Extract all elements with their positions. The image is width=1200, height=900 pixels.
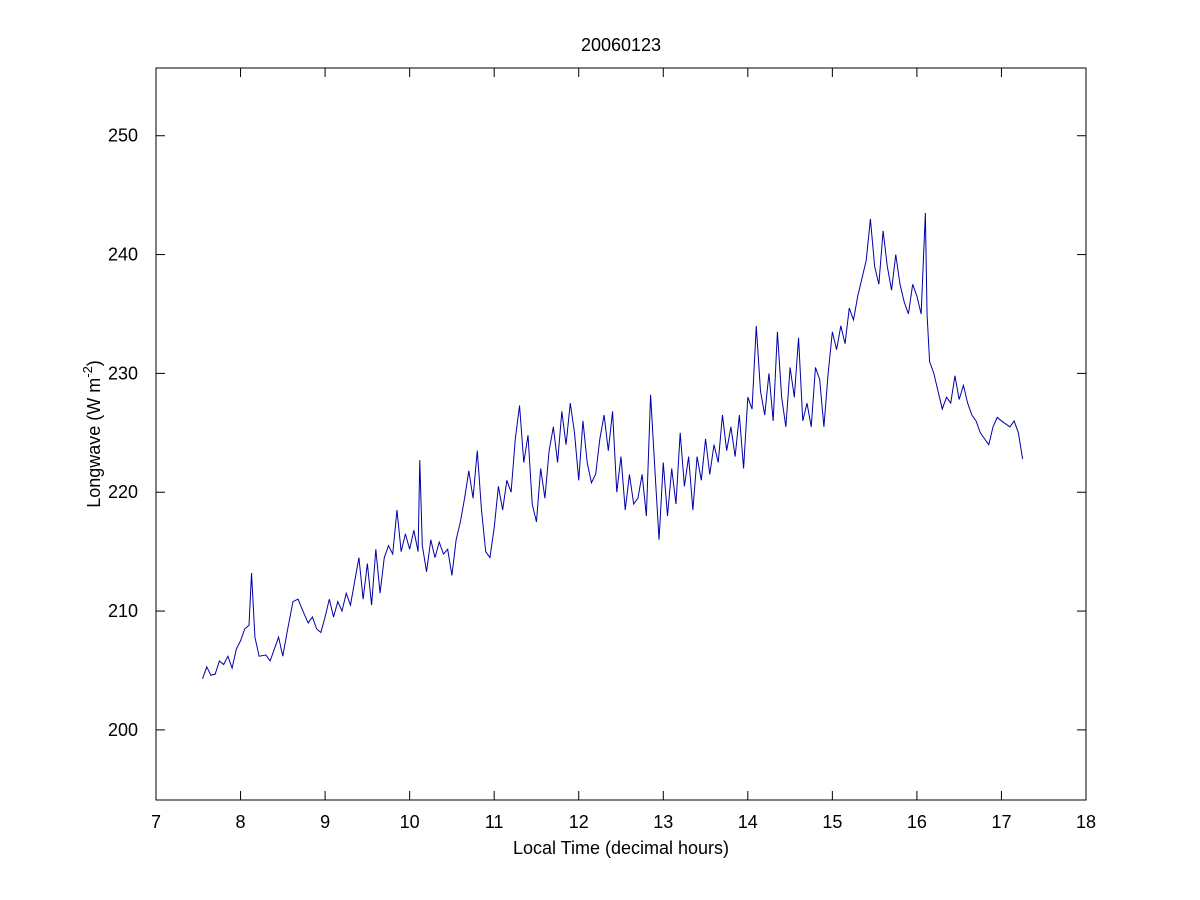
y-tick-label: 230 — [108, 363, 138, 383]
y-axis-label: Longwave (W m-2) — [80, 360, 104, 508]
x-tick-label: 17 — [991, 812, 1011, 832]
y-tick-label: 250 — [108, 126, 138, 146]
data-line — [202, 212, 1024, 679]
chart-title: 20060123 — [581, 35, 661, 55]
y-tick-label: 240 — [108, 245, 138, 265]
y-tick-label: 220 — [108, 482, 138, 502]
x-axis-label: Local Time (decimal hours) — [513, 838, 729, 858]
x-tick-label: 10 — [400, 812, 420, 832]
y-tick-label: 210 — [108, 601, 138, 621]
y-axis-label-text: Longwave (W m — [84, 378, 104, 508]
x-tick-label: 18 — [1076, 812, 1096, 832]
x-tick-label: 8 — [236, 812, 246, 832]
y-tick-label: 200 — [108, 720, 138, 740]
x-tick-label: 11 — [485, 812, 504, 832]
x-tick-label: 7 — [151, 812, 161, 832]
y-axis-label-superscript: -2 — [80, 366, 95, 378]
x-tick-label: 15 — [822, 812, 842, 832]
x-tick-label: 13 — [653, 812, 673, 832]
y-axis-label-suffix: ) — [84, 360, 104, 366]
axes-box — [155, 67, 1087, 801]
x-tick-label: 9 — [320, 812, 330, 832]
x-tick-label: 12 — [569, 812, 589, 832]
x-tick-label: 16 — [907, 812, 927, 832]
x-tick-label: 14 — [738, 812, 758, 832]
